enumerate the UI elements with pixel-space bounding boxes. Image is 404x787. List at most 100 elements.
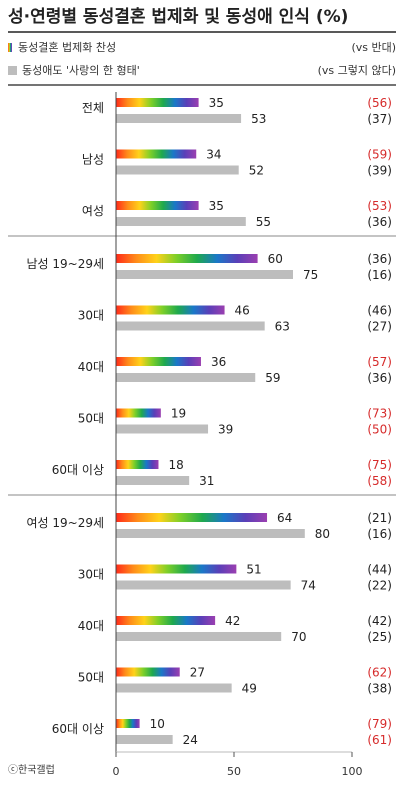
category-label: 남성 19~29세 — [26, 257, 104, 271]
category-label: 여성 19~29세 — [26, 516, 104, 530]
bar-love — [116, 476, 190, 485]
legend-label-support: 동성결혼 법제화 찬성 — [18, 40, 116, 54]
value-label-support: 64 — [277, 511, 292, 525]
chart-row: 40대 36 59 (57) (36) — [78, 355, 392, 385]
category-label: 50대 — [78, 412, 104, 426]
value-label-support: 34 — [206, 148, 221, 162]
value-label-support: 10 — [150, 717, 165, 731]
bar-support — [116, 357, 201, 366]
bar-love — [116, 321, 265, 331]
category-label: 40대 — [78, 619, 104, 633]
value-label-support: 60 — [268, 252, 283, 266]
compare-label-not: (16) — [367, 527, 392, 541]
bar-support — [116, 719, 140, 728]
bar-love — [116, 683, 232, 693]
compare-label-oppose: (79) — [367, 717, 392, 731]
chart-row: 60대 이상 10 24 (79) (61) — [52, 717, 392, 747]
bar-love — [116, 735, 173, 744]
category-label: 60대 이상 — [52, 463, 104, 477]
bar-love — [116, 270, 293, 279]
bar-support — [116, 513, 268, 522]
chart-row: 30대 46 63 (46) (27) — [78, 304, 392, 334]
chart-title: 성·연령별 동성결혼 법제화 및 동성애 인식 (%) — [8, 6, 348, 27]
chart-row: 남성 34 52 (59) (39) — [82, 148, 392, 178]
compare-label-oppose: (56) — [367, 96, 392, 110]
bar-love — [116, 424, 209, 434]
category-label: 30대 — [78, 568, 104, 582]
compare-label-not: (50) — [367, 423, 392, 437]
compare-label-not: (22) — [367, 579, 392, 593]
compare-label-not: (27) — [367, 320, 392, 334]
chart-row: 50대 27 49 (62) (38) — [78, 666, 392, 696]
value-label-love: 49 — [242, 682, 257, 696]
compare-label-not: (36) — [367, 371, 392, 385]
legend-label-love: 동성애도 '사랑의 한 형태' — [22, 64, 140, 77]
compare-label-oppose: (59) — [367, 148, 392, 162]
compare-label-not: (36) — [367, 215, 392, 229]
chart-row: 50대 19 39 (73) (50) — [78, 407, 392, 437]
category-label: 60대 이상 — [52, 722, 104, 736]
value-label-love: 75 — [303, 268, 318, 282]
value-label-support: 51 — [246, 563, 261, 577]
source-credit: ⓒ한국갤럽 — [8, 764, 55, 776]
compare-label-oppose: (36) — [367, 252, 392, 266]
value-label-love: 31 — [199, 474, 214, 488]
bar-support — [116, 667, 180, 677]
bar-support — [116, 305, 225, 315]
compare-label-oppose: (57) — [367, 355, 392, 369]
x-tick-label: 50 — [227, 765, 241, 778]
category-label: 남성 — [82, 153, 104, 167]
chart-rows: 전체 35 53 (56) (37) 남성 34 52 (59) (39) 여성 35 55 (53) (3… — [26, 96, 392, 747]
chart-row: 전체 35 53 (56) (37) — [82, 96, 392, 126]
value-label-love: 74 — [301, 579, 316, 593]
value-label-support: 46 — [235, 304, 250, 318]
compare-label-not: (39) — [367, 164, 392, 178]
chart-row: 남성 19~29세 60 75 (36) (16) — [26, 252, 392, 282]
legend-swatch-rainbow — [8, 43, 12, 52]
compare-label-oppose: (46) — [367, 304, 392, 318]
bar-love — [116, 529, 305, 538]
chart-row: 30대 51 74 (44) (22) — [78, 563, 392, 593]
value-label-love: 39 — [218, 423, 233, 437]
value-label-support: 35 — [209, 96, 224, 110]
value-label-support: 19 — [171, 407, 186, 421]
legend-swatch-gray — [8, 66, 17, 75]
bar-love — [116, 632, 282, 641]
chart-row: 여성 19~29세 64 80 (21) (16) — [26, 511, 392, 541]
compare-label-oppose: (21) — [367, 511, 392, 525]
bar-love — [116, 580, 291, 590]
bar-support — [116, 201, 199, 210]
bar-love — [116, 165, 239, 175]
value-label-support: 18 — [168, 458, 183, 472]
bar-love — [116, 373, 256, 382]
chart-row: 60대 이상 18 31 (75) (58) — [52, 458, 392, 488]
category-label: 여성 — [82, 204, 104, 218]
compare-label-oppose: (73) — [367, 407, 392, 421]
x-tick-label: 100 — [342, 765, 363, 778]
chart-row: 여성 35 55 (53) (36) — [82, 199, 392, 229]
chart-row: 40대 42 70 (42) (25) — [78, 614, 392, 644]
value-label-love: 80 — [315, 527, 330, 541]
category-label: 전체 — [82, 101, 104, 115]
value-label-support: 36 — [211, 355, 226, 369]
compare-label-not: (25) — [367, 630, 392, 644]
bar-support — [116, 564, 237, 574]
compare-label-not: (37) — [367, 112, 392, 126]
bar-support — [116, 149, 197, 159]
category-label: 40대 — [78, 360, 104, 374]
value-label-love: 70 — [291, 630, 306, 644]
value-label-love: 59 — [265, 371, 280, 385]
legend-note-support: (vs 반대) — [351, 41, 396, 54]
bar-support — [116, 98, 199, 107]
bar-support — [116, 616, 216, 625]
legend-note-love: (vs 그렇지 않다) — [318, 64, 396, 77]
compare-label-oppose: (53) — [367, 199, 392, 213]
value-label-support: 35 — [209, 199, 224, 213]
bar-love — [116, 217, 246, 226]
value-label-support: 27 — [190, 666, 205, 680]
compare-label-not: (61) — [367, 733, 392, 747]
value-label-love: 24 — [183, 733, 198, 747]
bar-support — [116, 408, 161, 418]
category-label: 50대 — [78, 671, 104, 685]
compare-label-not: (58) — [367, 474, 392, 488]
